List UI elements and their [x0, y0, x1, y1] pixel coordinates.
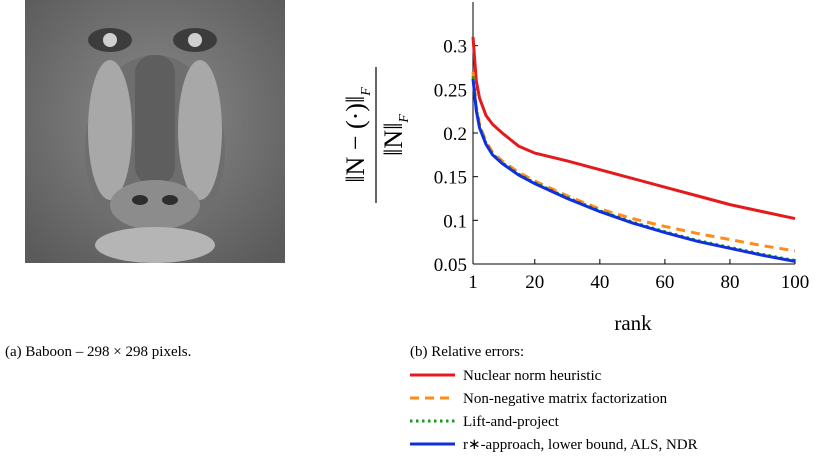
y-tick-label: 0.05	[434, 255, 467, 276]
y-tick-label: 0.3	[443, 37, 467, 58]
x-tick-label: 60	[655, 272, 674, 293]
subscript: F	[397, 114, 412, 124]
x-axis-label: rank	[614, 311, 652, 335]
x-tick-label: 100	[781, 272, 810, 293]
legend-label: Lift-and-project	[463, 414, 560, 430]
subscript: F	[359, 87, 374, 97]
y-tick-label: 0.25	[434, 80, 467, 101]
denominator: ‖N‖	[379, 123, 408, 156]
x-tick-label: 1	[468, 272, 478, 293]
plot: 0.05 0.1 0.15 0.2 0.25 0.3 1 20 40 60 80 100	[434, 2, 810, 293]
y-label-denominator: ‖N‖F	[379, 114, 412, 156]
x-tick-label: 40	[590, 272, 609, 293]
y-tick-label: 0.15	[434, 168, 467, 189]
legend-label: Non-negative matrix factorization	[463, 391, 668, 407]
series-line	[471, 36, 796, 221]
series-line	[471, 78, 796, 263]
caption-b: (b) Relative errors:	[410, 344, 524, 360]
baboon-image	[25, 0, 285, 263]
numerator: ‖N − (·)‖	[341, 96, 370, 183]
y-label-numerator: ‖N − (·)‖F	[341, 87, 374, 183]
x-tick-label: 80	[720, 272, 739, 293]
legend-label: Nuclear norm heuristic	[463, 368, 602, 384]
y-tick-label: 0.2	[443, 124, 467, 145]
legend: Nuclear norm heuristic Non-negative matri…	[410, 368, 698, 453]
y-axis-label: ‖N − (·)‖F ‖N‖F	[341, 67, 412, 203]
legend-label: r∗-approach, lower bound, ALS, NDR	[463, 437, 698, 453]
x-tick-label: 20	[525, 272, 544, 293]
series-line	[471, 76, 796, 262]
caption-a: (a) Baboon – 298 × 298 pixels.	[5, 344, 191, 360]
y-tick-label: 0.1	[443, 211, 467, 232]
